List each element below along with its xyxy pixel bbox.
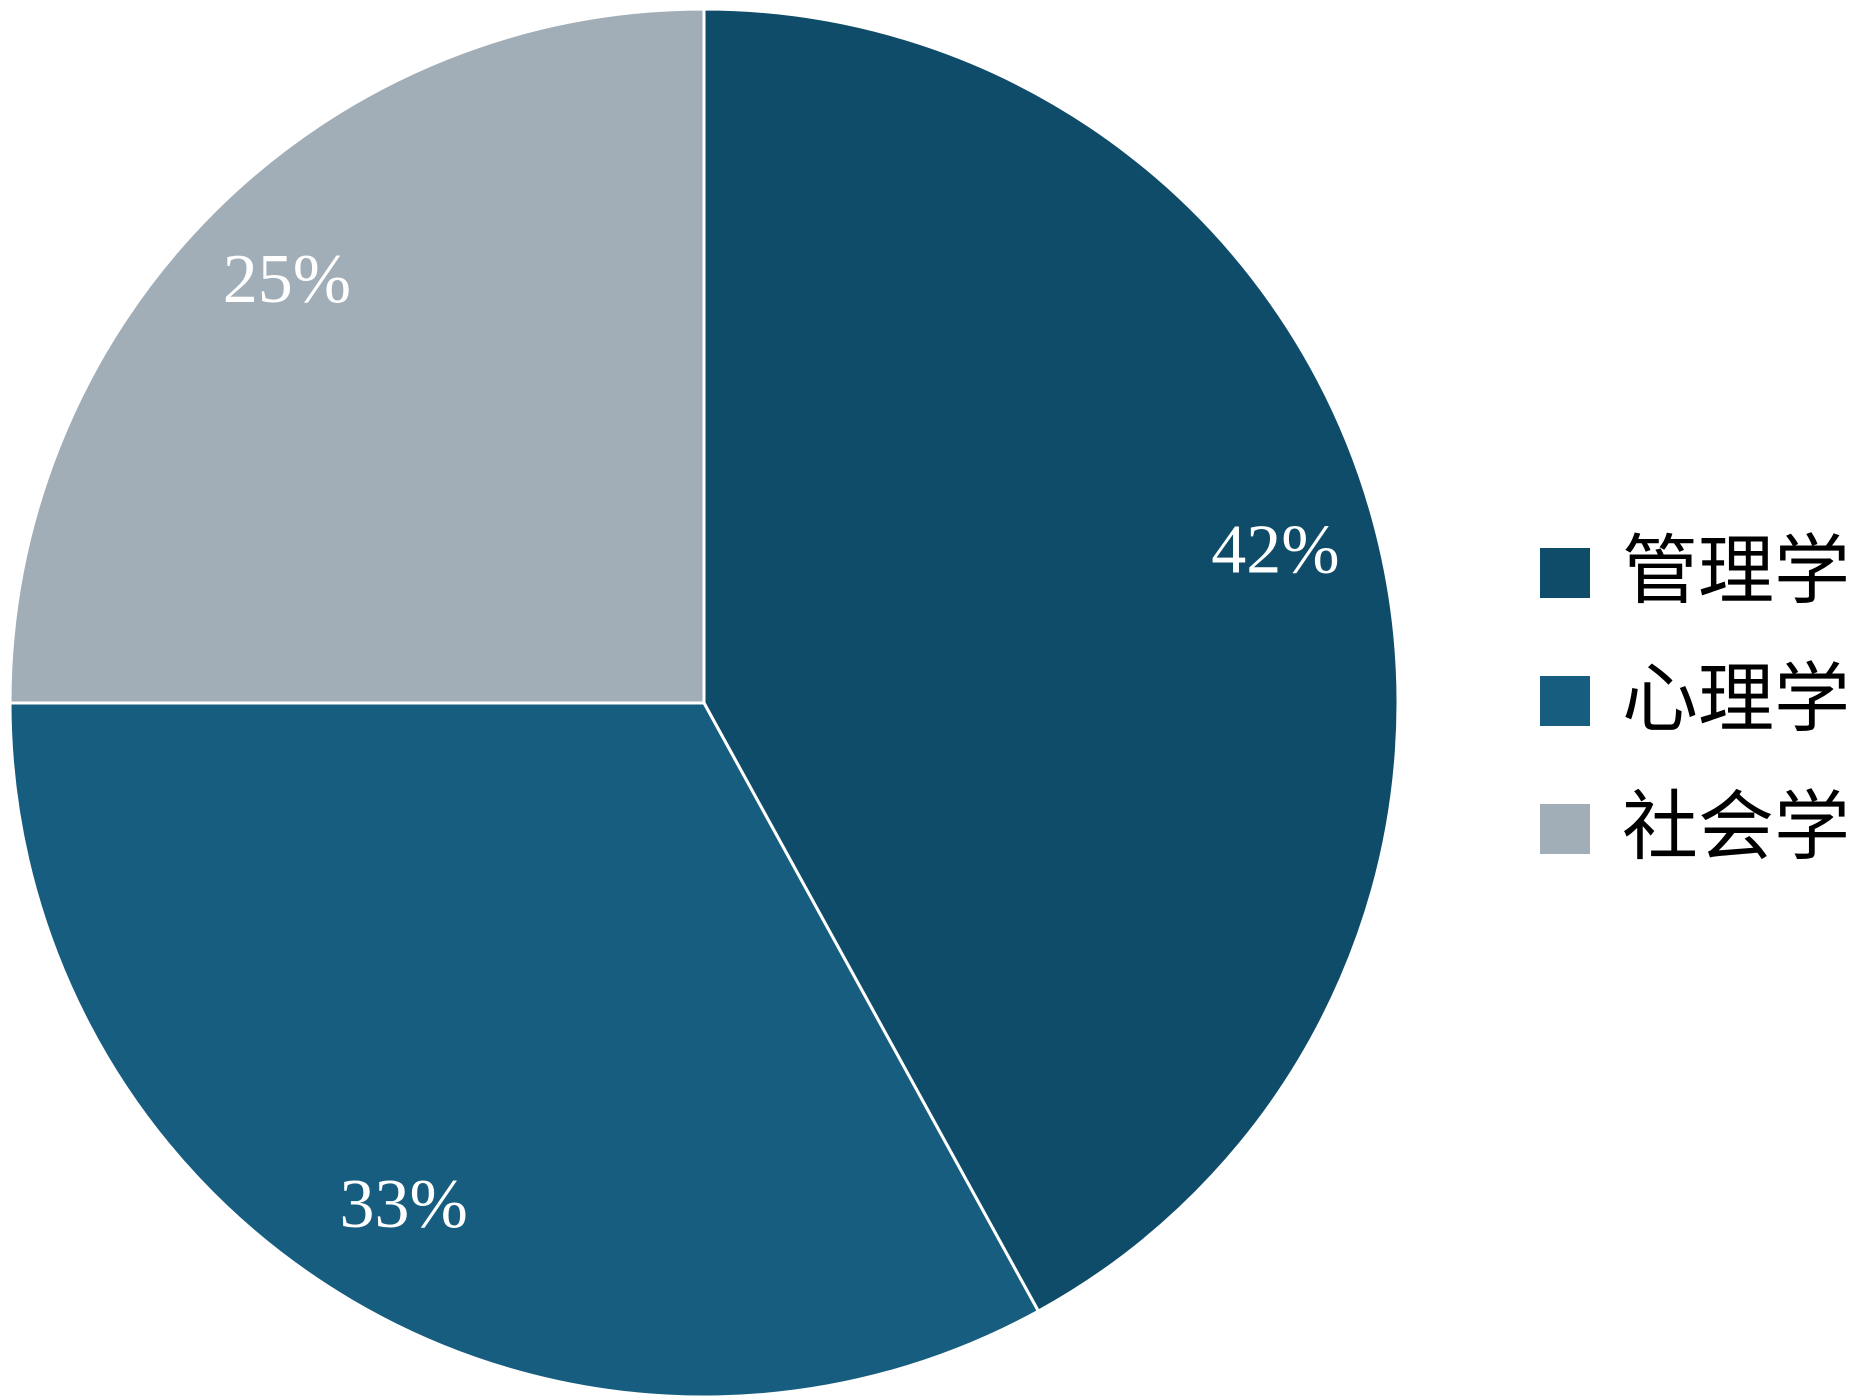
legend-swatch: [1540, 548, 1590, 598]
data-label: 25%: [223, 241, 351, 318]
data-label: 33%: [340, 1166, 468, 1243]
pie-slice: [8, 701, 1041, 1399]
pie-slice: [8, 7, 706, 705]
data-label: 42%: [1211, 511, 1339, 588]
legend-swatch: [1540, 676, 1590, 726]
legend-label: 社会学: [1622, 782, 1850, 871]
pie-slice: [702, 7, 1400, 1314]
legend-label: 管理学: [1622, 526, 1850, 615]
legend-label: 心理学: [1622, 654, 1850, 743]
legend-swatch: [1540, 804, 1590, 854]
